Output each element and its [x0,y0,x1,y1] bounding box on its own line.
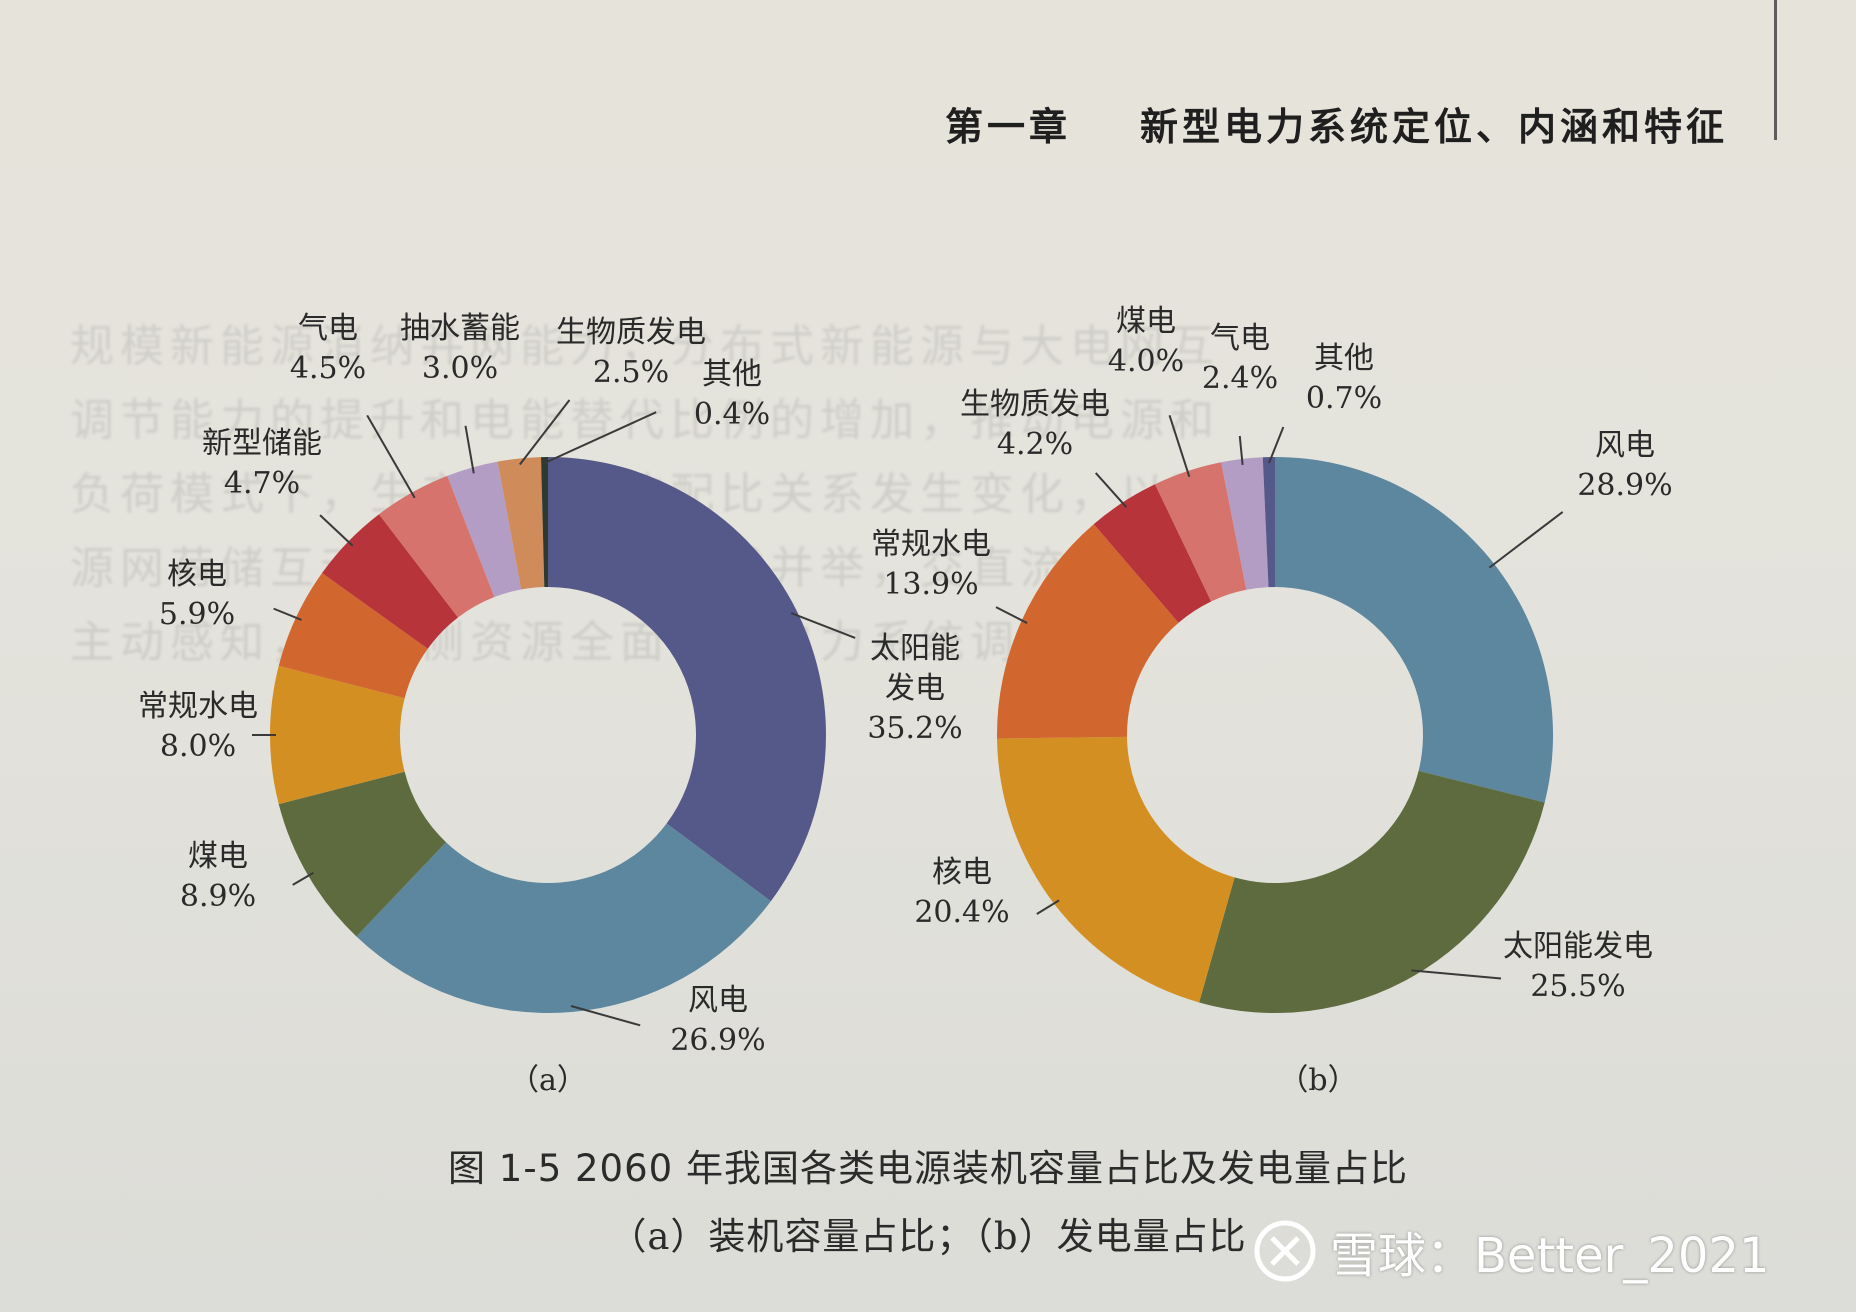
slice-value-label: 4.5% [290,351,366,386]
pie-slice [1262,457,1275,588]
pie-slice [1155,462,1247,602]
slice-label: 太阳能 [870,631,960,666]
pie-slice [997,524,1179,739]
slice-label: 煤电 [1116,304,1176,339]
pie-slice [997,736,1235,1003]
pie-slice [278,771,447,937]
slice-value-label: 8.0% [160,729,236,764]
slice-value-label: 2.4% [1202,361,1278,396]
slice-value-label: 8.9% [180,879,256,914]
pie-slice [447,461,522,598]
panel-label-a: （a） [509,1063,587,1098]
leader-line [273,607,302,621]
slice-value-label: 25.5% [1530,969,1625,1004]
slice-label: 生物质发电 [556,315,706,350]
running-head: 第一章 新型电力系统定位、内涵和特征 [945,96,1728,151]
leader-line [366,414,416,499]
pie-slice [1199,770,1545,1013]
slice-label: 生物质发电 [960,387,1110,422]
slice-value-label: 3.0% [422,351,498,386]
slice-value-label: 20.4% [914,895,1009,930]
slice-label: 新型储能 [202,426,322,461]
leader-line [1238,435,1244,466]
slice-value-label: 0.4% [694,397,770,432]
slice-label: 气电 [298,311,358,346]
pie-slice [270,665,405,805]
leader-line [1036,899,1060,915]
leader-line [292,871,314,886]
slice-label: 其他 [702,357,762,392]
leader-line [519,399,571,466]
slice-label: 风电 [688,983,748,1018]
chapter-number: 第一章 [945,104,1072,149]
panel-label-b: （b） [1278,1063,1357,1098]
pie-slice [541,457,548,588]
watermark: 雪球：Better_2021 [1252,1216,1770,1286]
page-edge-rule [1774,0,1777,140]
slice-label: 其他 [1314,341,1374,376]
figure-title: 2060 年我国各类电源装机容量占比及发电量占比 [575,1147,1408,1190]
leader-line [544,411,657,464]
pie-slice [278,573,428,699]
leader-line [319,514,354,547]
chapter-title: 新型电力系统定位、内涵和特征 [1139,104,1728,149]
pie-slice [548,457,827,902]
slice-value-label: 4.7% [224,466,300,501]
donut-chart-b: 风电28.9%太阳能发电25.5%核电20.4%常规水电13.9%生物质发电4.… [871,304,1673,1013]
slice-label: 太阳能发电 [1503,929,1653,964]
slice-label: 常规水电 [138,689,258,724]
leader-line [995,606,1028,624]
slice-value-label: 4.0% [1108,344,1184,379]
leader-line [1268,426,1285,464]
watermark-text: 雪球：Better_2021 [1330,1228,1770,1284]
slice-value-label: 5.9% [159,597,235,632]
leader-line [464,425,475,474]
leader-line [790,612,856,639]
xueqiu-logo-icon [1254,1220,1316,1282]
pie-slice [378,475,495,618]
slice-label: 核电 [167,557,227,592]
slice-value-label: 0.7% [1306,381,1382,416]
slice-label: 气电 [1210,321,1270,356]
pie-slice [1221,457,1269,590]
slice-value-label: 26.9% [670,1023,765,1058]
slice-label: 抽水蓄能 [400,311,520,346]
leader-line [1411,969,1502,980]
figure-number: 图 1-5 [448,1147,563,1190]
slice-label: 风电 [1595,428,1655,463]
donut-chart-a: 太阳能发电 35.2% 风电 26.9% 煤电 8.9% 常规水电 8.0% 核电 5.9% 新型储… [138,311,963,1058]
slice-label: 煤电 [188,839,248,874]
leader-line [1168,415,1191,478]
slice-label: 发电 [885,671,945,706]
figure-caption: 图 1-5 2060 年我国各类电源装机容量占比及发电量占比 [0,1138,1856,1192]
leader-line [570,1005,641,1027]
pie-slice [356,823,771,1013]
slice-value-label: 13.9% [883,567,978,602]
leader-line [1488,511,1564,569]
slice-value-label: 2.5% [593,355,669,390]
pie-slice [322,514,459,649]
slice-value-label: 35.2% [867,711,962,746]
slice-label: 核电 [932,855,992,890]
figure-subtitle: （a）装机容量占比；（b）发电量占比 [609,1215,1247,1258]
slice-value-label: 28.9% [1577,468,1672,503]
pie-slice [1275,457,1553,803]
slice-label: 常规水电 [871,527,991,562]
leader-line [1094,472,1128,508]
slice-value-label: 4.2% [997,427,1073,462]
pie-slice [1093,484,1212,623]
pie-slice [497,457,545,590]
